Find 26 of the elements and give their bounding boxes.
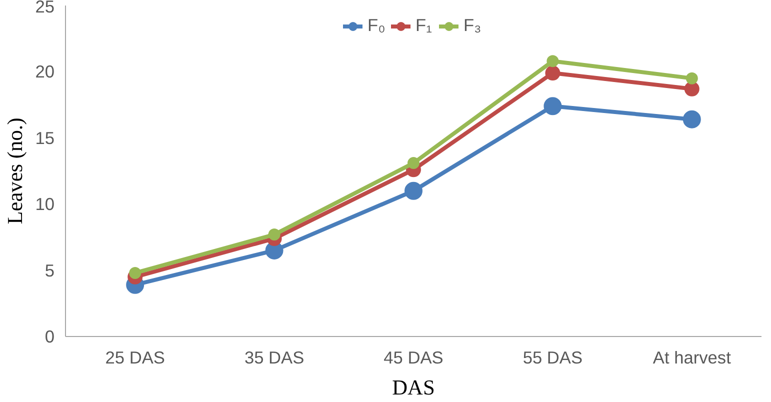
x-axis-title: DAS bbox=[392, 376, 435, 400]
y-tick-label: 20 bbox=[35, 62, 55, 82]
y-tick-label: 0 bbox=[44, 326, 55, 346]
y-tick-label: 25 bbox=[35, 0, 55, 16]
x-tick-label: 45 DAS bbox=[384, 348, 444, 368]
x-tick-label: 25 DAS bbox=[105, 348, 165, 368]
x-tick-label: At harvest bbox=[652, 348, 732, 368]
legend-label: F₁ bbox=[416, 15, 433, 36]
point bbox=[129, 266, 142, 279]
legend-label: F₃ bbox=[464, 15, 482, 36]
point bbox=[408, 157, 420, 170]
point bbox=[268, 228, 280, 241]
point bbox=[686, 72, 698, 84]
y-axis-title: Leaves (no.) bbox=[3, 118, 28, 224]
legend-label: F₀ bbox=[368, 15, 386, 36]
point bbox=[546, 55, 559, 68]
y-tick-label: 15 bbox=[35, 128, 55, 148]
point bbox=[544, 97, 562, 116]
y-tick-label: 5 bbox=[44, 260, 55, 280]
point bbox=[682, 110, 701, 128]
point bbox=[404, 182, 422, 200]
point bbox=[684, 81, 700, 96]
x-tick-label: 55 DAS bbox=[522, 348, 583, 368]
y-tick-label: 10 bbox=[35, 194, 55, 214]
point bbox=[545, 66, 560, 81]
x-tick-label: 35 DAS bbox=[244, 348, 304, 368]
